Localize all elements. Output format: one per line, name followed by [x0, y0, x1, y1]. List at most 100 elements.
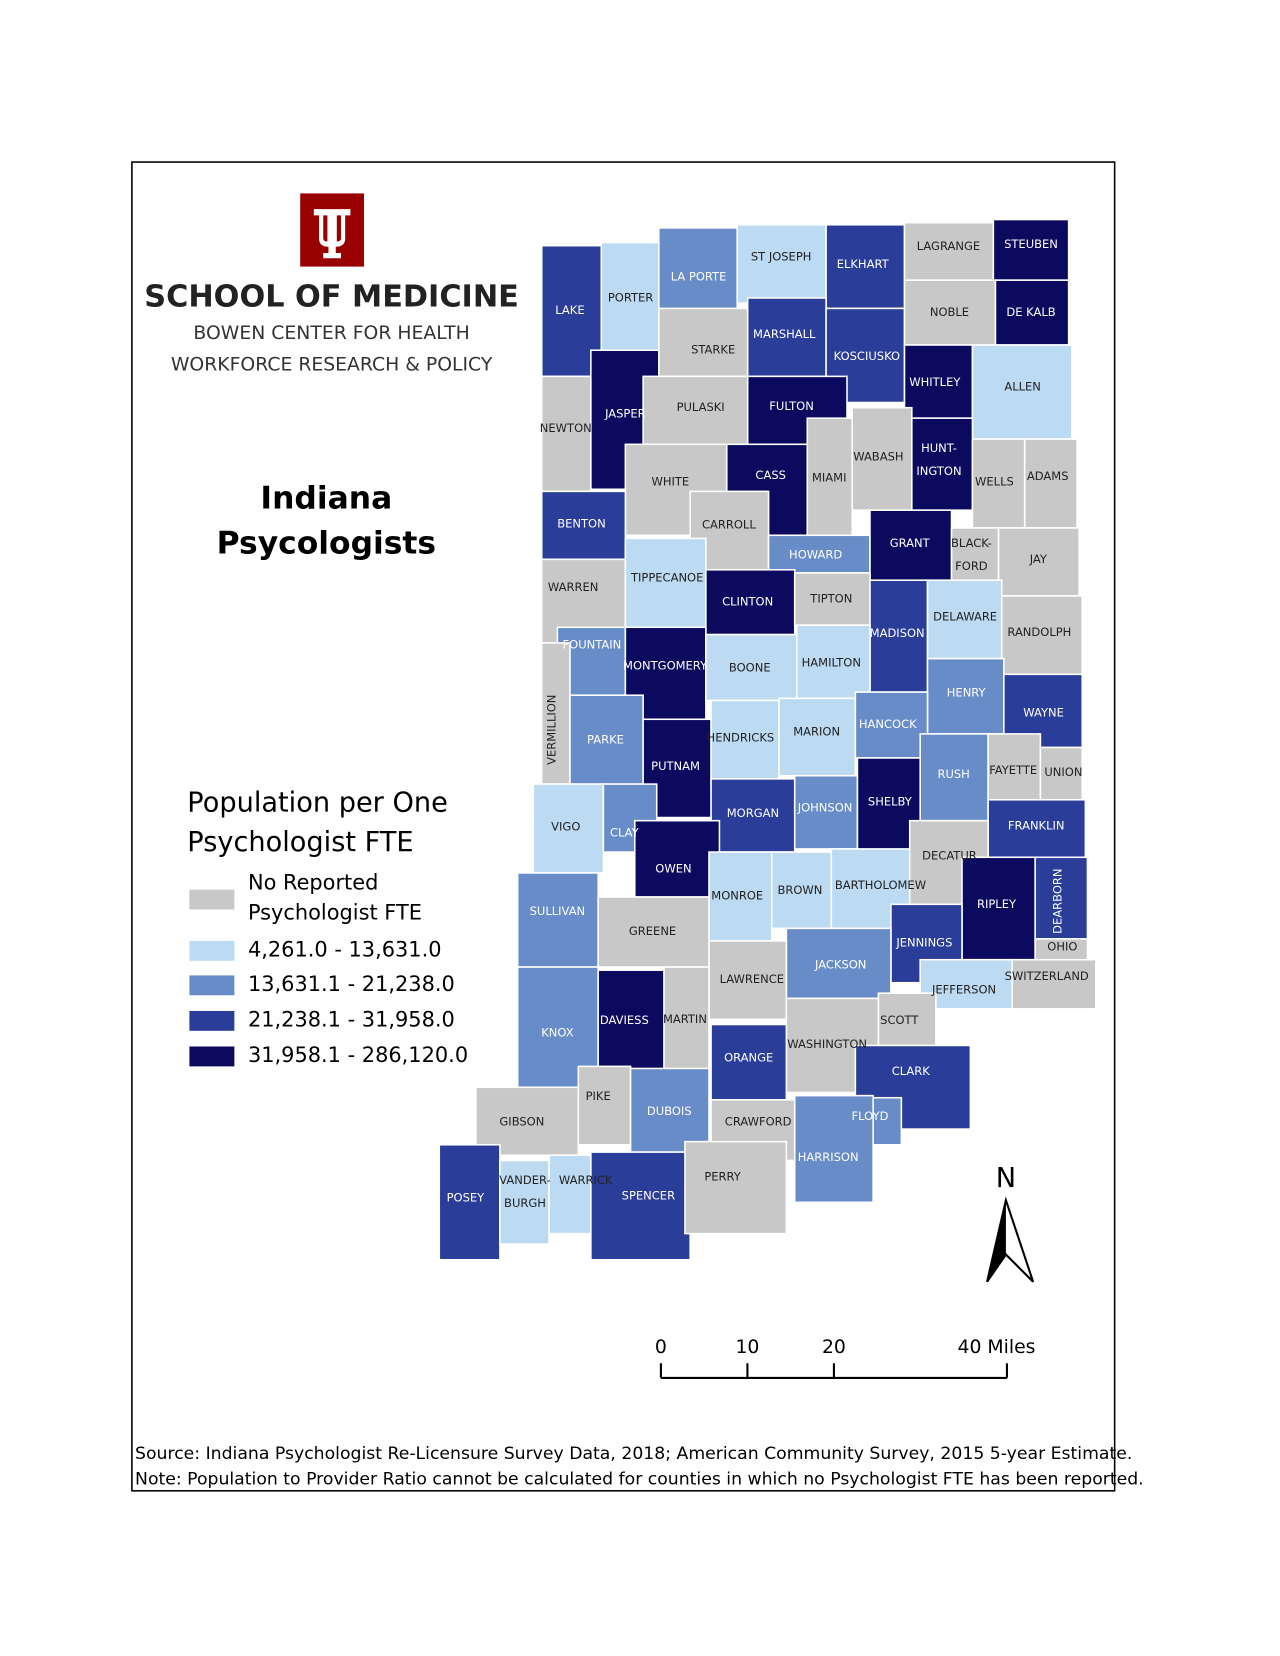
county-label: WAYNE [1023, 706, 1064, 720]
county-label: SULLIVAN [530, 904, 586, 918]
county-label: MARSHALL [753, 327, 816, 341]
county-label: CLAY [610, 826, 640, 840]
county [987, 733, 1042, 801]
county-label: MADISON [870, 626, 925, 640]
logo-mark [313, 209, 351, 259]
county-label: MARTIN [663, 1012, 707, 1026]
county-label: LAGRANGE [917, 239, 980, 253]
county-label: FAYETTE [989, 763, 1037, 777]
county [770, 851, 833, 930]
county-label: CLARK [892, 1064, 931, 1078]
county-label: CASS [755, 468, 785, 482]
logo-title: SCHOOL OF MEDICINE [144, 279, 519, 314]
county-label: ELKHART [837, 257, 890, 271]
county [903, 221, 995, 281]
county [602, 783, 658, 853]
county [540, 642, 571, 785]
county-label: PULASKI [677, 400, 725, 414]
county-label: CRAWFORD [725, 1114, 792, 1128]
legend-label: Psychologist FTE [248, 901, 422, 925]
legend-title: Psychologist FTE [187, 827, 413, 858]
county-label: JENNINGS [895, 935, 952, 949]
county-label: FOUNTAIN [563, 638, 622, 652]
county-label: FULTON [769, 399, 814, 413]
county-label: MIAMI [812, 470, 847, 484]
county-label: DEARBORN [1051, 869, 1065, 934]
county-label: POSEY [447, 1191, 486, 1205]
county [663, 966, 710, 1073]
county [710, 1023, 788, 1101]
county-label: WARRICK [559, 1173, 613, 1187]
county-label: SPENCER [622, 1189, 675, 1203]
county-label: KNOX [541, 1025, 573, 1039]
map-title: Psycologists [217, 526, 437, 562]
county [793, 572, 871, 626]
county [854, 691, 929, 759]
county [971, 344, 1073, 440]
county [869, 509, 953, 582]
county-label: NOBLE [930, 305, 969, 319]
county [540, 490, 627, 561]
county-label: WABASH [853, 449, 903, 463]
county-label: OWEN [655, 861, 691, 875]
county-label: HUNT- [921, 441, 957, 455]
county-label: FORD [955, 559, 988, 573]
county [806, 417, 854, 537]
county-label: LAWRENCE [720, 972, 784, 986]
county-label: RANDOLPH [1007, 625, 1071, 639]
county [1034, 856, 1089, 942]
county-label: DELAWARE [933, 609, 997, 623]
scale-label: 20 [822, 1337, 846, 1358]
county-label: BURGH [504, 1196, 546, 1210]
county-label: LA PORTE [671, 270, 727, 284]
county [994, 279, 1070, 346]
county [785, 927, 892, 1000]
county-label: VANDER- [499, 1173, 550, 1187]
frame [131, 161, 1116, 1492]
county-label: SHELBY [868, 794, 913, 808]
county-label: PORTER [608, 290, 653, 304]
county [658, 307, 749, 378]
county-label: VERMILLION [545, 695, 559, 765]
county-label: SWITZERLAND [1005, 969, 1089, 983]
county-label: DUBOIS [647, 1104, 692, 1118]
counties [438, 218, 1097, 1261]
county-label: JACKSON [814, 957, 866, 971]
scale-label: 10 [735, 1337, 759, 1358]
county [987, 798, 1087, 859]
county-label: BARTHOLOMEW [835, 878, 926, 892]
county [629, 1067, 710, 1153]
county-label: HARRISON [798, 1150, 859, 1164]
county [877, 992, 937, 1047]
county-label: ALLEN [1004, 379, 1041, 393]
county-label: NEWTON [540, 421, 592, 435]
county [997, 527, 1080, 597]
county-label: GIBSON [499, 1114, 544, 1128]
county-label: DE KALB [1006, 305, 1055, 319]
county-label: ST JOSEPH [751, 250, 812, 264]
county-label: MONROE [711, 888, 763, 902]
county-label: KOSCIUSKO [834, 349, 900, 363]
county-label: PERRY [704, 1170, 741, 1184]
county [903, 344, 974, 419]
county-label: TIPPECANOE [630, 571, 703, 585]
county [1003, 673, 1084, 749]
county-label: WHITE [651, 474, 689, 488]
legend-swatch [189, 975, 235, 996]
county-label: SCOTT [880, 1013, 919, 1027]
county-labels: LAKE PORTER LA PORTE ST JOSEPH ELKHART LAGRAN… [447, 237, 1089, 1210]
county-label: GREENE [629, 924, 676, 938]
logo-subtitle: BOWEN CENTER FOR HEALTH [193, 323, 469, 344]
county-label: CARROLL [702, 517, 756, 531]
county [1000, 595, 1084, 676]
county-label: WELLS [975, 474, 1014, 488]
legend-title: Population per One [187, 787, 448, 818]
county-label: PIKE [586, 1089, 611, 1103]
county-label: MORGAN [727, 806, 779, 820]
county [633, 819, 721, 898]
scale-label: 0 [655, 1337, 667, 1358]
county-label: STARKE [691, 343, 735, 357]
legend-swatch [189, 1046, 235, 1067]
county-label: ORANGE [724, 1051, 773, 1065]
